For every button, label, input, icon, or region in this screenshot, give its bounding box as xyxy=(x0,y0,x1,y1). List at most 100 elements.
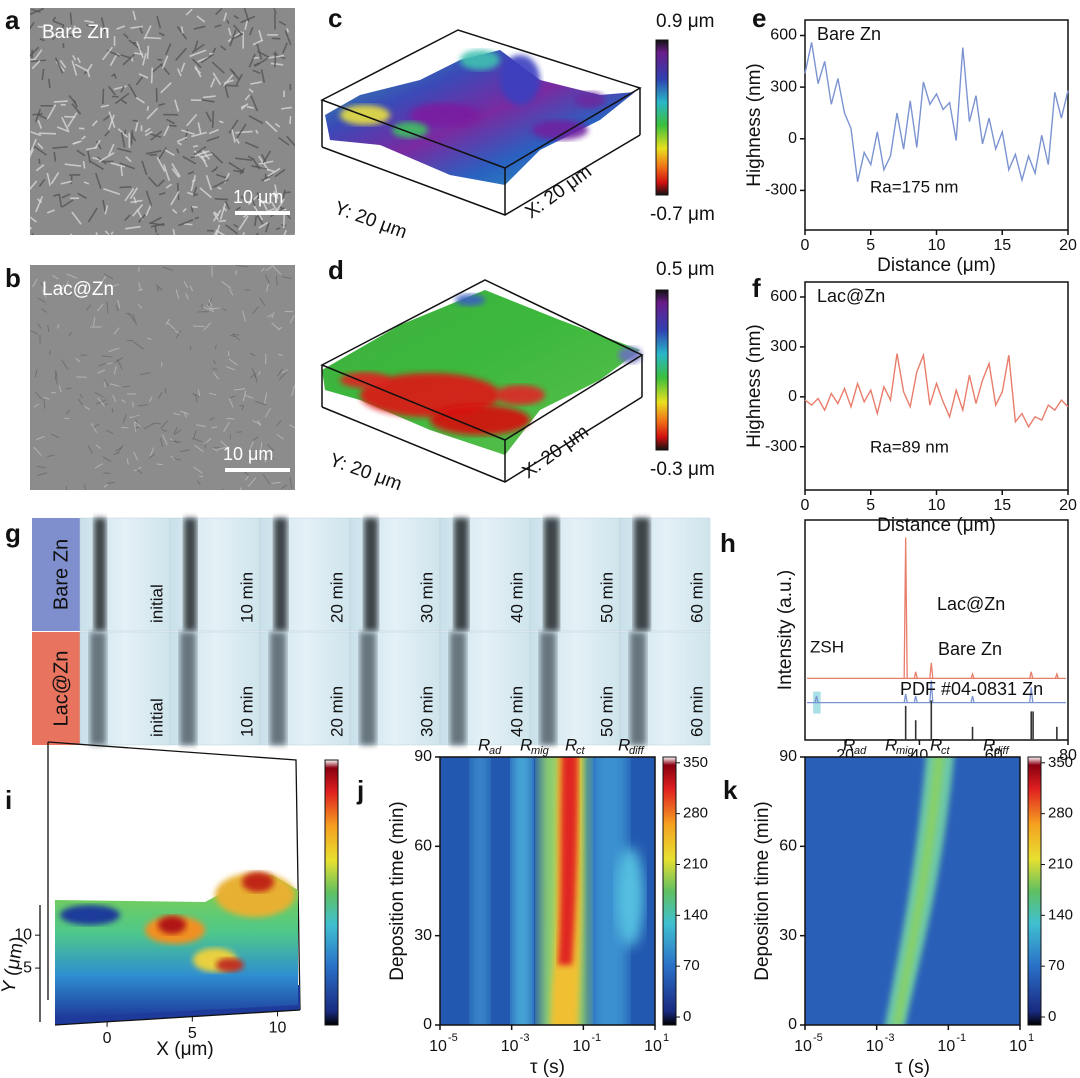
sem-texture xyxy=(110,162,126,168)
sem-texture xyxy=(233,14,239,20)
sem-texture xyxy=(104,205,109,215)
sem-texture xyxy=(268,455,275,460)
sem-texture xyxy=(262,455,267,463)
peak xyxy=(1029,671,1034,679)
sem-texture xyxy=(115,447,122,452)
sem-texture xyxy=(122,414,127,424)
sem-texture xyxy=(47,325,50,333)
sem-texture xyxy=(125,155,132,163)
sem-texture xyxy=(165,318,170,325)
sem-texture xyxy=(242,232,245,235)
colorbar-min: -0.7 μm xyxy=(650,204,715,225)
sem-texture xyxy=(217,186,222,190)
sem-texture xyxy=(138,282,142,291)
sem-texture xyxy=(98,152,115,163)
axis-label: X: 20 μm xyxy=(522,161,596,223)
sem-texture xyxy=(254,57,268,68)
scale-bar-label: 10 μm xyxy=(233,187,283,207)
sem-texture xyxy=(114,357,124,363)
sem-texture xyxy=(264,408,271,418)
sem-texture xyxy=(229,68,241,81)
sem-texture xyxy=(30,330,38,335)
sem-texture xyxy=(47,454,55,458)
sem-texture xyxy=(253,62,260,67)
sem-texture xyxy=(57,324,60,329)
sem-texture xyxy=(174,99,180,112)
sem-texture xyxy=(255,129,259,135)
electrode xyxy=(360,632,376,745)
sem-texture xyxy=(48,78,51,89)
sem-texture xyxy=(254,400,267,406)
sem-texture xyxy=(51,433,60,439)
sem-texture xyxy=(53,193,60,197)
sem-texture xyxy=(274,51,277,68)
sem-texture xyxy=(112,395,117,402)
sem-texture xyxy=(173,427,178,435)
sem-texture xyxy=(209,417,215,421)
sem-texture xyxy=(251,165,268,170)
sem-texture xyxy=(136,41,144,59)
sem-texture xyxy=(176,68,182,77)
sem-texture xyxy=(104,230,111,235)
sem-texture xyxy=(192,193,199,197)
profile-line xyxy=(804,352,1069,429)
sem-texture xyxy=(212,372,219,380)
sem-texture xyxy=(58,285,64,290)
sem-texture xyxy=(34,391,42,400)
colorbar-tick-label: 70 xyxy=(683,957,700,974)
sem-texture xyxy=(281,106,292,110)
sem-texture xyxy=(193,40,199,51)
sem-texture xyxy=(244,141,259,149)
sem-texture xyxy=(289,116,292,125)
sem-texture xyxy=(120,166,124,177)
x-tick-exponent: -5 xyxy=(813,1032,823,1044)
sem-texture xyxy=(273,8,277,15)
sem-texture xyxy=(98,362,106,367)
sem-texture xyxy=(108,143,115,156)
sem-texture xyxy=(30,145,31,147)
sem-texture xyxy=(194,216,200,220)
surface-patch xyxy=(392,122,428,138)
surface-patch xyxy=(60,905,120,925)
sem-texture xyxy=(248,88,254,93)
sem-texture xyxy=(255,42,263,60)
sem-texture xyxy=(248,115,264,124)
sem-texture xyxy=(83,484,87,490)
frame-time: initial xyxy=(147,584,166,623)
x-tick-exponent: -5 xyxy=(448,1032,458,1044)
panel-letter: k xyxy=(723,775,738,805)
y-tick-label: 0 xyxy=(423,1016,432,1033)
sem-texture xyxy=(148,453,156,459)
sem-texture xyxy=(282,42,288,54)
x-tick-label: 0 xyxy=(801,497,810,514)
annotation: Ra=175 nm xyxy=(870,177,958,196)
sem-texture xyxy=(84,19,94,24)
sem-texture xyxy=(145,203,153,216)
sem-texture xyxy=(244,394,254,399)
sem-texture xyxy=(190,174,197,192)
sem-texture xyxy=(146,107,159,120)
sem-texture xyxy=(30,180,38,191)
sem-texture xyxy=(161,429,168,432)
x-tick-label: 80 xyxy=(1059,747,1077,764)
sem-texture xyxy=(160,420,169,429)
y-tick-label: 60 xyxy=(779,838,797,855)
sem-texture xyxy=(222,74,234,87)
sem-texture xyxy=(135,425,141,429)
y-tick-label: 600 xyxy=(770,27,797,44)
colorbar-tick-label: 350 xyxy=(683,754,708,771)
x-tick-exponent: -3 xyxy=(885,1032,895,1044)
panel-letter: a xyxy=(5,5,20,35)
sem-texture xyxy=(143,25,152,40)
sem-texture xyxy=(192,186,198,196)
sem-texture xyxy=(38,158,41,164)
sem-texture xyxy=(191,58,202,69)
sem-texture xyxy=(46,209,55,214)
sem-texture xyxy=(196,15,206,23)
y-tick-label: 30 xyxy=(414,927,432,944)
sem-texture xyxy=(120,99,128,105)
sem-texture xyxy=(46,104,57,120)
sem-texture xyxy=(274,168,286,178)
sem-texture xyxy=(247,193,261,206)
sem-texture xyxy=(108,114,115,130)
